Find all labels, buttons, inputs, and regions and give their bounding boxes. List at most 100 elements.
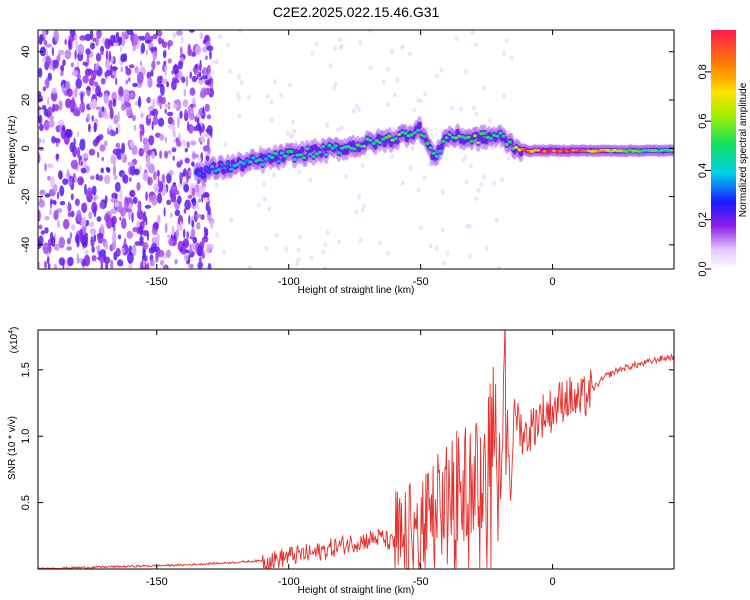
noise-blob [166, 172, 172, 184]
noise-blob [67, 256, 74, 267]
snr-y-label: SNR (10 * v/v) [7, 416, 18, 480]
noise-blob [180, 46, 183, 55]
noise-blob [459, 106, 464, 112]
noise-blob [93, 196, 96, 202]
noise-blob [149, 110, 155, 116]
noise-blob [506, 155, 511, 161]
noise-blob [269, 99, 274, 105]
noise-blob [117, 234, 122, 240]
noise-blob [189, 243, 192, 254]
noise-blob [93, 122, 97, 133]
signal-peak [514, 145, 519, 149]
noise-blob [181, 36, 184, 44]
noise-blob [89, 221, 95, 228]
noise-blob [441, 260, 446, 266]
signal-peak [650, 149, 655, 153]
signal-peak [397, 132, 401, 137]
noise-blob [184, 199, 191, 211]
noise-blob [196, 73, 199, 80]
noise-blob [161, 41, 168, 49]
noise-blob [84, 249, 89, 256]
noise-blob [168, 170, 174, 176]
noise-blob [38, 35, 43, 45]
signal-core [417, 121, 422, 129]
noise-blob [196, 205, 201, 211]
noise-blob [418, 225, 423, 231]
noise-blob [187, 194, 193, 199]
noise-blob [51, 46, 55, 57]
noise-blob [38, 199, 45, 208]
signal-peak [317, 150, 322, 154]
noise-blob [410, 145, 415, 151]
noise-blob [53, 104, 60, 112]
signal-peak [390, 138, 395, 142]
noise-blob [207, 74, 212, 79]
noise-blob [121, 247, 125, 254]
noise-blob [323, 242, 328, 248]
noise-blob [191, 187, 196, 197]
noise-blob [44, 193, 51, 198]
noise-blob [129, 64, 135, 69]
noise-blob [198, 79, 204, 86]
noise-blob [197, 261, 204, 269]
colorbar: 0.0 0.2 0.4 0.6 0.8 Normalized spectral ampl… [697, 30, 749, 277]
noise-blob [42, 243, 49, 249]
noise-blob [129, 190, 135, 197]
signal-peak [428, 146, 433, 150]
signal-peak [321, 145, 325, 149]
signal-peak [533, 148, 538, 152]
noise-blob [139, 236, 144, 243]
signal-peak [324, 153, 329, 157]
noise-blob [67, 211, 72, 218]
noise-blob [180, 247, 183, 252]
noise-blob [147, 76, 153, 88]
noise-blob [45, 77, 50, 89]
signal-peak [305, 147, 310, 151]
noise-blob [38, 209, 41, 222]
noise-blob [190, 186, 192, 198]
signal-peak [647, 148, 652, 152]
noise-blob [450, 105, 455, 111]
noise-blob [273, 79, 278, 84]
noise-blob [66, 88, 73, 97]
noise-blob [68, 177, 73, 187]
noise-blob [434, 245, 439, 251]
noise-blob [152, 33, 158, 40]
noise-blob [198, 198, 202, 203]
noise-blob [166, 249, 171, 259]
spectrogram-panel: -150 -100 -50 0 -40 -20 0 20 40 Height of strai… [7, 29, 675, 296]
snr-x-label: Height of straight line (km) [298, 585, 415, 596]
noise-blob [91, 201, 98, 214]
colorbar-tick-label: 0.6 [697, 114, 709, 129]
noise-blob [189, 87, 196, 96]
noise-blob [191, 161, 195, 167]
noise-blob [354, 209, 359, 215]
noise-blob [52, 184, 58, 193]
signal-peak [504, 142, 509, 147]
noise-blob [136, 182, 141, 191]
noise-blob [91, 246, 95, 253]
noise-blob [288, 82, 292, 88]
noise-blob [75, 39, 79, 52]
noise-blob [89, 30, 94, 40]
signal-peak [273, 151, 278, 156]
signal-peak [371, 141, 376, 145]
noise-blob [124, 196, 129, 204]
noise-blob [38, 137, 42, 144]
signal-peak [599, 148, 604, 152]
signal-peak [336, 151, 341, 155]
noise-blob [71, 69, 79, 77]
noise-blob [79, 103, 83, 110]
noise-blob [80, 92, 84, 104]
noise-blob [454, 36, 459, 42]
noise-blob [132, 196, 138, 204]
noise-blob [95, 106, 101, 111]
noise-blob [191, 97, 195, 104]
signal-peak [561, 148, 566, 152]
noise-blob [164, 150, 168, 159]
noise-blob [191, 220, 195, 228]
noise-blob [149, 47, 157, 52]
noise-blob [64, 128, 72, 139]
noise-blob [271, 172, 276, 178]
